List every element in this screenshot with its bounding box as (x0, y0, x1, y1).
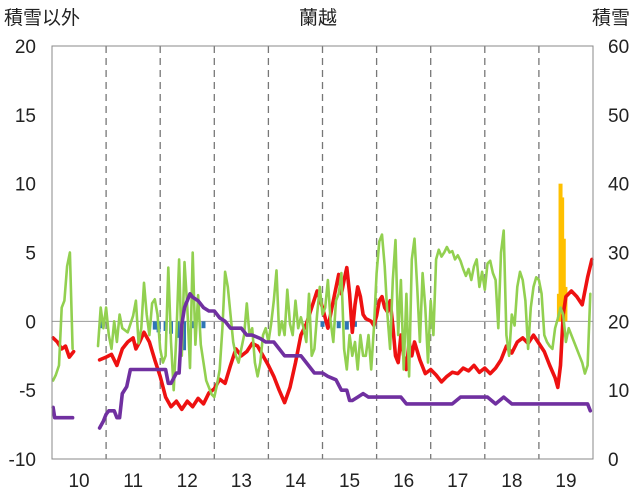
blue-bar (152, 321, 157, 330)
left-tick-label: 10 (15, 175, 36, 196)
left-tick-label: 0 (25, 312, 36, 333)
right-axis-header: 積雪 (592, 7, 630, 29)
x-tick-label: 15 (339, 471, 360, 492)
x-tick-label: 11 (123, 471, 143, 492)
right-tick-label: 0 (608, 450, 619, 471)
x-tick-label: 13 (231, 471, 252, 492)
green-series-line (96, 229, 592, 399)
right-tick-label: 60 (608, 37, 629, 58)
x-tick-label: 17 (447, 471, 468, 492)
orange-bar (561, 238, 566, 322)
left-tick-label: -5 (19, 381, 36, 402)
blue-bar (182, 321, 187, 351)
blue-bar (201, 321, 206, 329)
x-tick-label: 18 (501, 471, 522, 492)
chart-title: 蘭越 (299, 7, 337, 29)
plot-area-border (51, 45, 594, 460)
x-tick-label: 19 (555, 471, 576, 492)
grid-lines (52, 46, 593, 459)
right-tick-label: 50 (608, 106, 629, 127)
x-tick-label: 12 (177, 471, 198, 492)
blue-bar (352, 321, 357, 327)
right-tick-label: 30 (608, 244, 629, 265)
right-tick-label: 40 (608, 175, 629, 196)
green-series-line (51, 251, 74, 382)
left-tick-labels: -10 -5 0 5 10 15 20 (9, 37, 36, 471)
purple-series-line (97, 292, 593, 430)
x-tick-label: 16 (393, 471, 414, 492)
red-series-line (51, 336, 76, 359)
right-tick-label: 10 (608, 381, 629, 402)
left-tick-label: -10 (9, 450, 36, 471)
x-tick-label: 10 (68, 471, 89, 492)
blue-bar (336, 321, 341, 329)
right-tick-label: 20 (608, 312, 629, 333)
right-tick-labels: 0 10 20 30 40 50 60 (608, 37, 629, 471)
series-lines (51, 229, 594, 430)
x-tick-label: 14 (285, 471, 307, 492)
left-tick-label: 15 (15, 106, 36, 127)
blue-bar (320, 321, 325, 327)
left-axis-header: 積雪以外 (4, 7, 80, 29)
x-tick-labels: 10 11 12 13 14 15 16 17 18 19 (68, 471, 576, 492)
blue-bar (190, 321, 195, 329)
left-tick-label: 5 (25, 244, 36, 265)
left-tick-label: 20 (15, 37, 36, 58)
purple-series-line (51, 405, 75, 420)
blue-bar (344, 321, 349, 330)
